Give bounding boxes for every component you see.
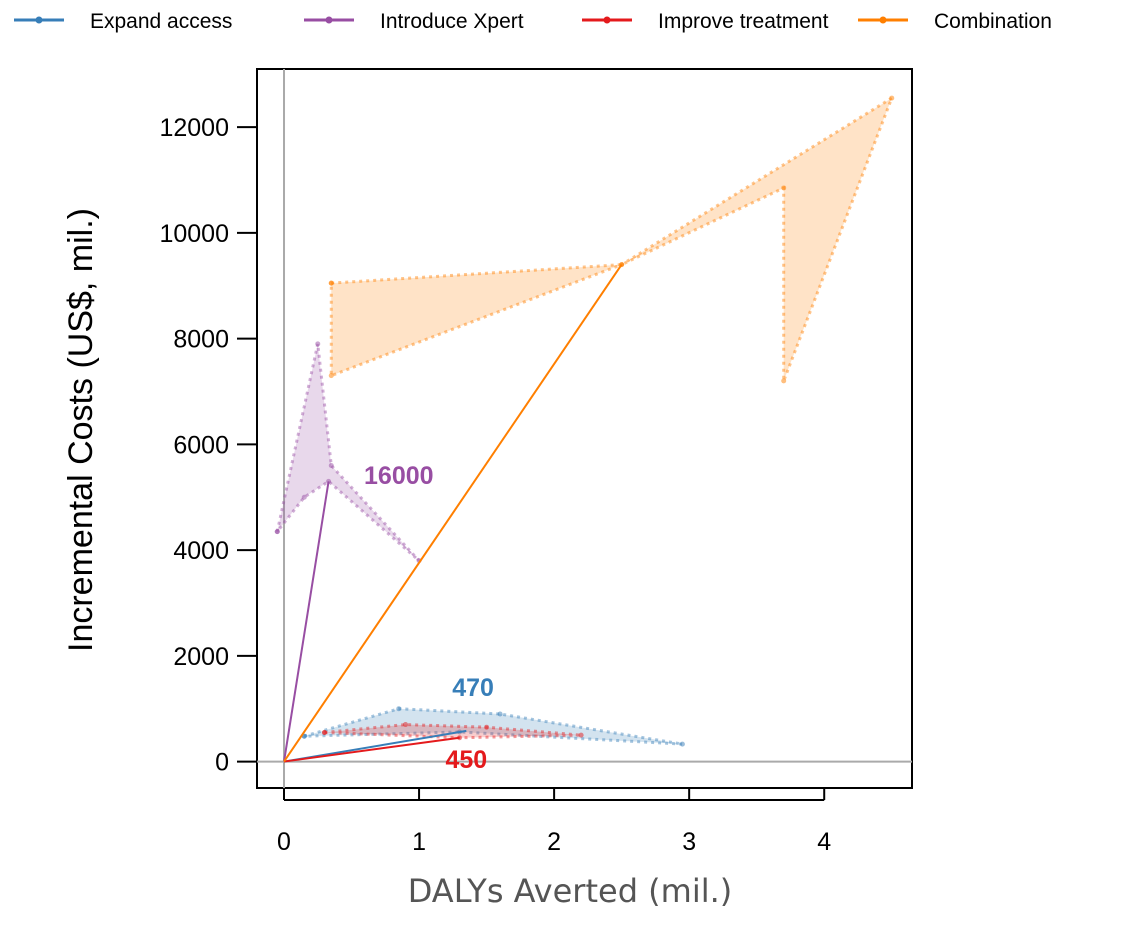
y-tick-label: 4000 <box>173 537 229 565</box>
y-axis-label: Incremental Costs (US$, mil.) <box>62 208 100 652</box>
improve-treatment-uncertainty-outline <box>324 723 582 740</box>
introduce-xpert-uncertainty-point <box>328 463 334 469</box>
x-tick-label: 2 <box>547 828 561 856</box>
combination-central-line <box>283 264 623 763</box>
y-tick-label: 0 <box>215 749 229 777</box>
legend-label-expand-access: Expand access <box>90 10 232 33</box>
introduce-xpert-uncertainty-point <box>274 529 280 535</box>
improve-treatment-uncertainty-point <box>578 732 584 738</box>
legend: Expand access Introduce Xpert Improve trea… <box>14 10 1052 33</box>
combination-uncertainty-point <box>781 378 787 384</box>
improve-treatment-uncertainty-fill <box>324 724 582 738</box>
expand-access-uncertainty-point <box>679 741 685 747</box>
combination-uncertainty-point <box>889 95 895 101</box>
uncertainty-regions <box>274 94 895 747</box>
legend-marker-improve-treatment <box>603 16 611 24</box>
combination-uncertainty-fill <box>331 98 892 381</box>
x-tick-label: 1 <box>412 828 426 856</box>
y-tick-label: 2000 <box>173 643 229 671</box>
introduce-xpert-icer-label: 16000 <box>364 462 434 490</box>
improve-treatment-uncertainty-point <box>484 724 490 730</box>
x-tick-label: 3 <box>682 828 696 856</box>
axes: 0 1 2 3 4 0 2000 4000 6000 8000 10000 12000 <box>159 114 831 856</box>
improve-treatment-uncertainty-point <box>403 722 409 728</box>
introduce-xpert-central-line <box>283 481 330 762</box>
expand-access-uncertainty-point <box>396 706 402 712</box>
combination-uncertainty-point <box>328 280 334 286</box>
expand-access-uncertainty-point <box>497 711 503 717</box>
icer-labels: 470 16000 450 <box>364 462 494 774</box>
legend-label-improve-treatment: Improve treatment <box>658 10 829 33</box>
x-tick-label: 4 <box>817 828 831 856</box>
plot-frame <box>256 68 913 789</box>
plot-area <box>256 68 913 789</box>
reference-axes <box>257 69 912 788</box>
expand-access-icer-label: 470 <box>452 674 494 702</box>
introduce-xpert-uncertainty-fill <box>277 343 420 561</box>
x-tick-label: 0 <box>277 828 291 856</box>
legend-label-introduce-xpert: Introduce Xpert <box>380 10 524 33</box>
central-estimate-lines <box>283 264 623 763</box>
improve-treatment-icer-label: 450 <box>445 746 487 774</box>
y-tick-label: 10000 <box>159 220 229 248</box>
y-tick-label: 8000 <box>173 326 229 354</box>
improve-treatment-central-line <box>283 736 460 763</box>
expand-access-uncertainty-fill <box>304 708 683 745</box>
combination-uncertainty-point <box>328 373 334 379</box>
y-tick-label: 6000 <box>173 431 229 459</box>
legend-label-combination: Combination <box>934 10 1052 33</box>
combination-uncertainty-point <box>781 185 787 191</box>
improve-treatment-uncertainty-point <box>322 729 328 735</box>
legend-marker-introduce-xpert <box>325 16 333 24</box>
y-tick-label: 12000 <box>159 114 229 142</box>
introduce-xpert-uncertainty-point <box>315 341 321 347</box>
introduce-xpert-uncertainty-point <box>301 494 307 500</box>
legend-marker-combination <box>879 16 887 24</box>
legend-marker-expand-access <box>35 16 43 24</box>
combination-uncertainty-outline <box>329 94 895 382</box>
x-axis-label: DALYs Averted (mil.) <box>408 872 733 910</box>
